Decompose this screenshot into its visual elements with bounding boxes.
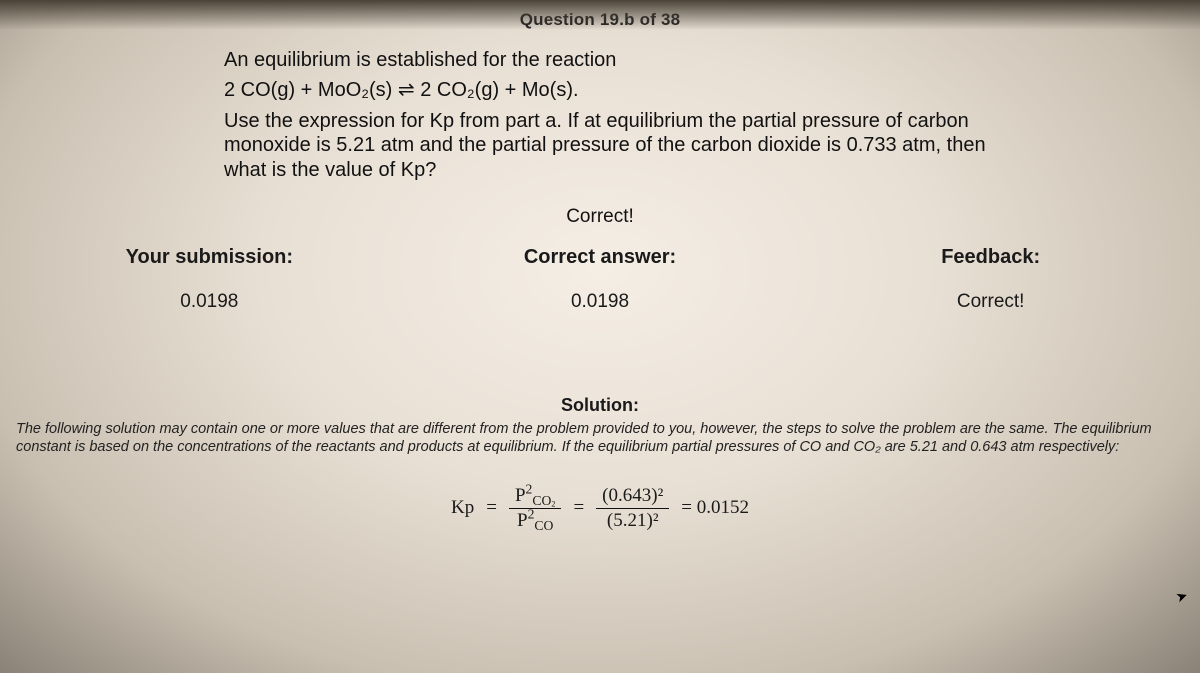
co-sub-den: CO	[534, 518, 553, 533]
co2-subsub: 2	[551, 500, 555, 509]
p-base-num: P	[515, 485, 526, 506]
correct-banner: Correct!	[14, 206, 1186, 228]
feedback-column: Feedback: Correct!	[795, 246, 1186, 313]
prompt-line-2: Use the expression for Kp from part a. I…	[224, 109, 1006, 182]
question-prompt: An equilibrium is established for the re…	[224, 48, 1006, 182]
kp-formula: Kp = P2CO2 P2CO = (0.643)² (5.21)² = 0.0…	[14, 484, 1186, 533]
correct-answer-label: Correct answer:	[405, 246, 796, 269]
question-header: Question 19.b of 38	[14, 10, 1186, 30]
frac2-numerator: (0.643)²	[596, 484, 669, 509]
prompt-line-1: An equilibrium is established for the re…	[224, 48, 1006, 72]
p-base-den: P	[517, 510, 528, 531]
submission-value: 0.0198	[14, 291, 405, 313]
submission-column: Your submission: 0.0198	[14, 246, 405, 313]
formula-lhs: Kp	[451, 497, 474, 519]
formula-result: = 0.0152	[681, 497, 749, 519]
reaction-equation: 2 CO(g) + MoO₂(s) ⇌ 2 CO₂(g) + Mo(s).	[224, 78, 1006, 102]
equals-1: =	[486, 497, 497, 519]
cursor-icon: ➤	[1174, 587, 1191, 607]
frac1-numerator: P2CO2	[509, 484, 562, 509]
feedback-label: Feedback:	[795, 246, 1186, 269]
solution-block: Solution: The following solution may con…	[14, 395, 1186, 533]
answer-columns: Your submission: 0.0198 Correct answer: …	[14, 246, 1186, 313]
submission-label: Your submission:	[14, 246, 405, 269]
solution-heading: Solution:	[14, 395, 1186, 416]
solution-disclaimer: The following solution may contain one o…	[14, 420, 1186, 456]
frac1-denominator: P2CO	[511, 509, 559, 533]
feedback-value: Correct!	[795, 291, 1186, 313]
fraction-numeric: (0.643)² (5.21)²	[596, 484, 669, 533]
correct-answer-value: 0.0198	[405, 291, 796, 313]
co-sub-num: CO	[532, 493, 551, 508]
correct-answer-column: Correct answer: 0.0198	[405, 246, 796, 313]
frac2-denominator: (5.21)²	[601, 509, 665, 533]
equals-2: =	[573, 497, 584, 519]
fraction-symbolic: P2CO2 P2CO	[509, 484, 562, 533]
